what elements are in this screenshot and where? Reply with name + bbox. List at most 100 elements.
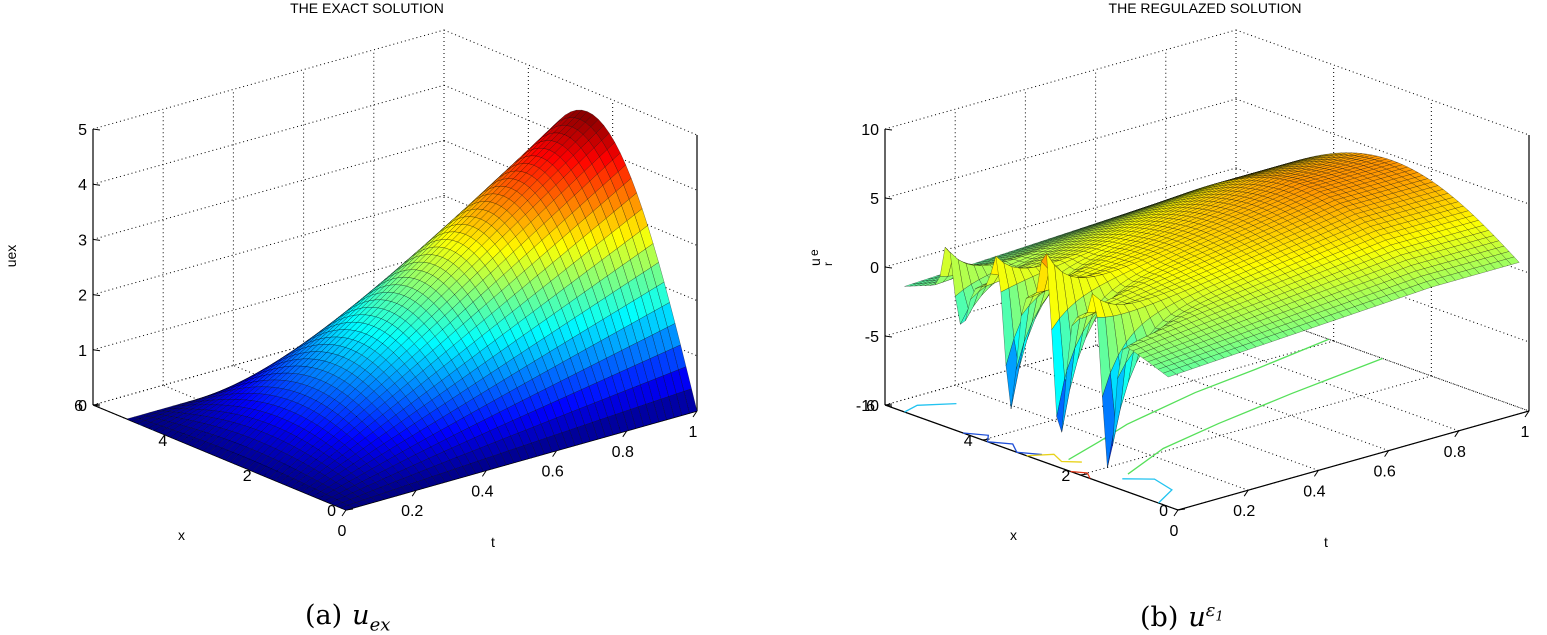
contour-line <box>1068 338 1330 461</box>
z-tick-label: 10 <box>861 122 879 139</box>
contour-line <box>904 402 957 413</box>
grid-line <box>1095 345 1389 452</box>
contour-line <box>1026 453 1082 463</box>
z-tick-label: 5 <box>78 122 87 139</box>
x-tick-label: 4 <box>158 433 167 450</box>
grid-line <box>884 335 893 338</box>
t-tick-label: 0.2 <box>401 503 423 520</box>
grid-line <box>1235 29 1530 136</box>
grid-line <box>1080 375 1432 476</box>
grid-line <box>92 183 101 186</box>
caption-a: (a) uex <box>305 600 390 635</box>
grid-line <box>92 305 445 406</box>
grid-line <box>884 98 1237 199</box>
grid-line <box>1177 508 1186 511</box>
z-tick-label: 4 <box>78 177 87 194</box>
y-axis-label: x <box>178 527 185 543</box>
surface-mesh <box>126 109 698 511</box>
grid-line <box>1524 410 1530 418</box>
base-contours <box>904 322 1383 504</box>
grid-line <box>411 489 417 497</box>
grid-line <box>341 509 347 517</box>
grid-line <box>884 29 1237 130</box>
regularized-solution-chart: THE REGULAZED SOLUTION 00.20.40.60.81024… <box>807 0 1530 550</box>
grid-line <box>92 195 445 296</box>
z-tick-label: -10 <box>856 398 879 415</box>
contour-line <box>1122 478 1173 504</box>
z-tick-label: 1 <box>78 343 87 360</box>
chart-title: THE REGULAZED SOLUTION <box>1109 0 1302 16</box>
t-tick-label: 0.6 <box>1373 464 1395 481</box>
contour-line <box>1127 357 1383 475</box>
t-tick-label: 1 <box>689 424 698 441</box>
grid-line <box>884 305 1237 406</box>
grid-line <box>692 410 698 418</box>
grid-line <box>92 128 101 131</box>
t-tick-label: 0.8 <box>1444 444 1466 461</box>
t-tick-label: 0.8 <box>612 444 634 461</box>
grid-line <box>1384 450 1390 457</box>
grid-line <box>92 29 445 130</box>
z-axis-label-sup: e <box>807 249 821 256</box>
contour-line <box>1070 470 1091 479</box>
grid-line <box>884 236 1237 337</box>
grid-line <box>982 340 1334 441</box>
contour-line <box>963 432 1043 456</box>
grid-line <box>92 84 445 185</box>
caption-symbol: uε1 <box>1188 600 1224 633</box>
z-tick-label: -5 <box>865 329 879 346</box>
x-axis-label: t <box>1324 534 1328 550</box>
grid-line <box>1177 410 1530 511</box>
x-tick-label: 2 <box>243 468 252 485</box>
exact-solution-chart: THE EXACT SOLUTION 00.20.40.60.810246012… <box>3 0 698 550</box>
surface-cell <box>340 504 355 511</box>
chart-title: THE EXACT SOLUTION <box>290 0 444 16</box>
grid-line <box>884 128 893 131</box>
caption-symbol: uex <box>352 600 391 635</box>
grid-line <box>884 404 893 407</box>
caption-label: (b) <box>1140 602 1179 633</box>
grid-line <box>1173 509 1179 517</box>
grid-line <box>884 197 893 200</box>
x-tick-label: 0 <box>327 503 336 520</box>
z-axis-label-main: u <box>807 258 823 266</box>
caption-label: (a) <box>305 600 343 631</box>
grid-line <box>1454 430 1460 438</box>
grid-line <box>622 430 628 438</box>
grid-line <box>443 29 698 136</box>
z-tick-label: 3 <box>78 232 87 249</box>
axes-grid <box>884 29 1530 517</box>
z-tick-label: 5 <box>870 191 879 208</box>
t-tick-label: 0 <box>338 523 347 540</box>
x-tick-label: 4 <box>964 433 973 450</box>
z-axis-label: uex <box>3 245 19 268</box>
grid-line <box>552 450 558 457</box>
grid-line <box>955 384 1249 491</box>
z-axis-label: u r e <box>807 249 835 266</box>
grid-line <box>92 294 101 297</box>
t-tick-label: 0 <box>1170 523 1179 540</box>
x-axis-label: t <box>491 534 495 550</box>
grid-line <box>1313 470 1319 477</box>
t-tick-label: 0.4 <box>471 483 493 500</box>
surface-mesh <box>904 152 1520 468</box>
grid-line <box>1080 473 1088 476</box>
grid-line <box>92 250 445 351</box>
z-tick-label: 0 <box>78 398 87 415</box>
grid-line <box>92 238 101 241</box>
x-tick-label: 6 <box>74 398 83 415</box>
grid-line <box>92 349 101 352</box>
grid-line <box>92 139 445 240</box>
x-tick-label: 0 <box>1159 503 1168 520</box>
grid-line <box>884 266 893 269</box>
t-tick-label: 0.6 <box>541 464 563 481</box>
x-tick-label: 6 <box>866 398 875 415</box>
t-tick-label: 1 <box>1521 424 1530 441</box>
grid-line <box>884 167 1237 268</box>
grid-line <box>481 470 487 477</box>
z-tick-label: 2 <box>78 288 87 305</box>
t-tick-label: 0.2 <box>1233 503 1255 520</box>
z-axis-label-sub: r <box>821 262 835 266</box>
